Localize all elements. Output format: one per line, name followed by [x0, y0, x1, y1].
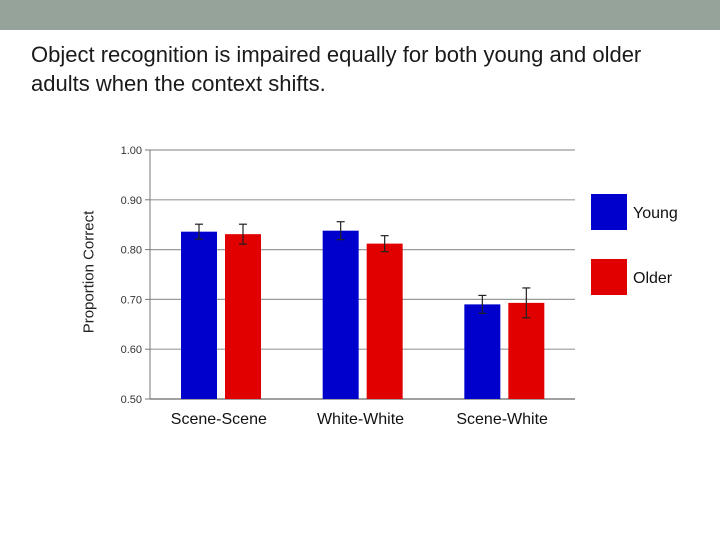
bar-older-scene-scene [225, 234, 261, 399]
y-tick-label: 0.80 [121, 245, 142, 257]
y-tick-label: 0.50 [121, 394, 142, 406]
x-tick-label: Scene-White [456, 411, 548, 428]
legend-label-older: Older [633, 270, 673, 287]
top-band [0, 0, 720, 30]
x-tick-label: White-White [317, 411, 404, 428]
bar-older-white-white [366, 243, 403, 399]
bar-older-scene-white [508, 302, 545, 399]
bar-young-scene-white [464, 304, 501, 399]
legend-swatch-older [591, 259, 627, 295]
x-tick-label: Scene-Scene [171, 411, 267, 428]
bar-young-scene-scene [181, 231, 217, 399]
legend-swatch-young [591, 194, 627, 230]
y-tick-label: 0.60 [121, 344, 142, 356]
slide-title: Object recognition is impaired equally f… [31, 42, 642, 96]
y-tick-label: 0.70 [121, 294, 142, 306]
legend-label-young: Young [633, 205, 678, 222]
bar-young-white-white [322, 230, 359, 399]
y-tick-label: 0.90 [121, 195, 142, 207]
y-tick-label: 1.00 [121, 145, 142, 157]
